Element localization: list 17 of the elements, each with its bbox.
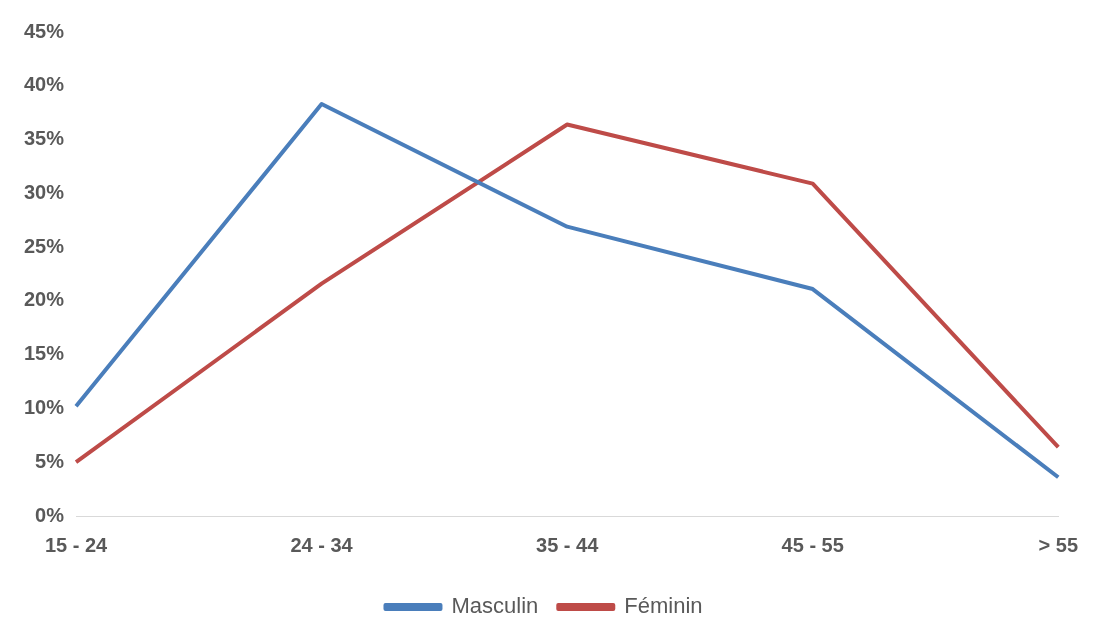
- legend-label: Masculin: [451, 593, 539, 619]
- y-tick-label: 0%: [35, 503, 65, 526]
- y-tick-label: 10%: [24, 395, 65, 418]
- x-tick-label: > 55: [1038, 533, 1078, 556]
- legend-label: Féminin: [624, 593, 703, 619]
- y-tick-label: 45%: [24, 19, 65, 42]
- y-tick-label: 5%: [35, 449, 65, 472]
- y-tick-label: 15%: [24, 342, 65, 365]
- y-tick-label: 40%: [24, 73, 65, 96]
- x-tick-label: 35 - 44: [536, 533, 600, 556]
- x-tick-label: 45 - 55: [781, 533, 844, 556]
- x-tick-label: 24 - 34: [290, 533, 354, 556]
- y-tick-label: 25%: [24, 234, 65, 257]
- y-tick-label: 30%: [24, 180, 65, 203]
- y-tick-label: 20%: [24, 288, 65, 311]
- x-tick-label: 15 - 24: [44, 533, 109, 556]
- y-tick-label: 35%: [24, 127, 65, 150]
